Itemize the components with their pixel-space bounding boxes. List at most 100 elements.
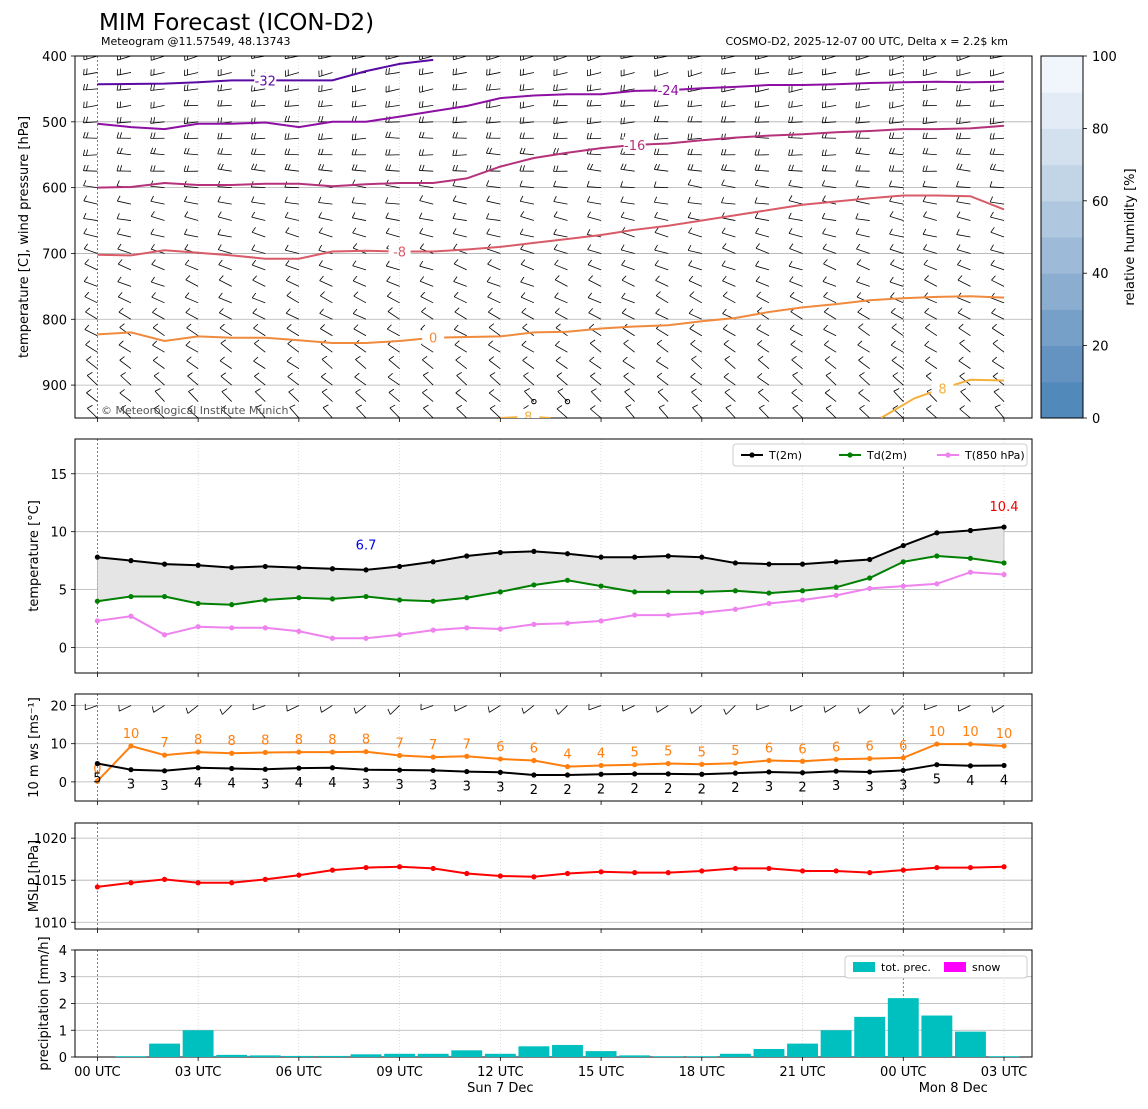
- wind-barb-flag: [523, 148, 525, 154]
- wind-barb: [118, 264, 131, 270]
- wind-barb-flag: [454, 244, 457, 249]
- wind-barb: [520, 201, 534, 204]
- series-point: [498, 756, 503, 761]
- value-label: 5: [664, 745, 672, 760]
- wind-barb: [621, 169, 635, 171]
- wind-barb-flag: [956, 181, 958, 187]
- series-point: [128, 594, 133, 599]
- wind-barb: [722, 248, 735, 253]
- series-point: [229, 565, 234, 570]
- wind-barb: [117, 219, 131, 221]
- wind-barb: [623, 328, 635, 335]
- wind-barb: [990, 105, 1004, 106]
- wind-barb: [490, 376, 500, 385]
- y-tick-label: 15: [50, 468, 67, 483]
- wind-barb-flag: [456, 84, 457, 90]
- precip-bar: [720, 1054, 751, 1057]
- value-label: 8: [194, 733, 202, 748]
- wind-barb-flag: [923, 100, 924, 106]
- wind-barb-flag: [792, 68, 793, 74]
- wind-barb-flag: [557, 373, 562, 376]
- wind-barb-flag: [285, 149, 287, 155]
- value-label: 5: [731, 744, 739, 759]
- wind-barb: [251, 154, 265, 155]
- wind-barb-flag: [688, 134, 689, 140]
- series-point: [834, 593, 839, 598]
- wind-barb-flag: [388, 709, 390, 715]
- wind-barb-flag: [489, 357, 494, 361]
- y-tick-label: 600: [42, 182, 67, 197]
- wind-barb: [253, 328, 265, 335]
- wind-barb: [490, 408, 500, 418]
- wind-barb: [725, 392, 736, 401]
- value-label: 6: [866, 740, 874, 755]
- wind-barb-flag: [152, 706, 153, 712]
- wind-barb-flag: [151, 165, 153, 171]
- series-point: [1001, 524, 1006, 529]
- wind-barb-flag: [489, 148, 491, 154]
- wind-barb-flag: [184, 100, 185, 106]
- wind-barb-flag: [184, 166, 186, 172]
- series-point: [934, 530, 939, 535]
- wind-barb: [355, 377, 366, 385]
- x-tick-label: 15 UTC: [578, 1065, 624, 1080]
- wind-barb-flag: [724, 373, 729, 377]
- wind-barb-flag: [890, 277, 893, 282]
- wind-barb: [386, 56, 400, 59]
- wind-barb: [924, 265, 937, 270]
- wind-barb: [153, 360, 164, 368]
- wind-barb-flag: [422, 101, 423, 107]
- wind-barb-flag: [84, 244, 87, 249]
- wind-barb: [486, 89, 500, 90]
- legend-swatch: [853, 962, 875, 972]
- wind-barb: [453, 89, 467, 90]
- wind-barb-flag: [457, 372, 462, 375]
- wind-barb-flag: [923, 118, 924, 124]
- wind-barb: [721, 203, 735, 204]
- wind-barb-flag: [789, 213, 792, 218]
- series-point: [95, 599, 100, 604]
- wind-barb: [789, 170, 803, 171]
- wind-barb-flag: [892, 84, 893, 90]
- wind-barb-flag: [520, 117, 521, 123]
- wind-barb: [86, 393, 97, 402]
- wind-barb-flag: [757, 308, 762, 312]
- wind-barb: [890, 105, 904, 108]
- wind-barb-flag: [825, 150, 826, 156]
- wind-barb-flag: [892, 133, 894, 139]
- wind-barb-flag: [120, 357, 125, 361]
- value-label: 5: [93, 772, 101, 787]
- wind-barb-flag: [84, 196, 87, 201]
- wind-barb: [587, 89, 601, 91]
- wind-barb-flag: [453, 165, 455, 171]
- wind-barb-flag: [389, 389, 394, 392]
- wind-barb: [990, 217, 1004, 220]
- wind-barb: [486, 153, 500, 155]
- wind-barb: [890, 234, 904, 237]
- wind-barb-flag: [118, 244, 121, 249]
- value-label: 3: [362, 778, 370, 793]
- wind-barb: [154, 705, 165, 712]
- wind-barb-flag: [555, 260, 559, 265]
- wind-barb-flag: [657, 164, 659, 170]
- wind-barb-flag: [521, 211, 524, 216]
- wind-barb-flag: [386, 69, 387, 75]
- wind-barb-flag: [554, 118, 555, 124]
- wind-barb: [85, 330, 98, 336]
- wind-barb-flag: [422, 149, 423, 155]
- wind-barb-flag: [654, 116, 656, 122]
- wind-barb-flag: [488, 308, 492, 312]
- precip-bar: [686, 1056, 717, 1057]
- wind-barb: [83, 89, 97, 90]
- series-point: [565, 621, 570, 626]
- wind-barb-flag: [825, 356, 830, 360]
- wind-barb-flag: [117, 148, 119, 154]
- wind-barb-flag: [323, 405, 328, 408]
- legend-marker: [945, 452, 950, 457]
- wind-barb: [925, 705, 937, 709]
- precip-bar: [149, 1044, 180, 1057]
- wind-barb-flag: [352, 149, 354, 155]
- wind-barb-flag: [453, 84, 454, 90]
- wind-barb: [489, 705, 500, 712]
- wind-barb: [251, 138, 265, 139]
